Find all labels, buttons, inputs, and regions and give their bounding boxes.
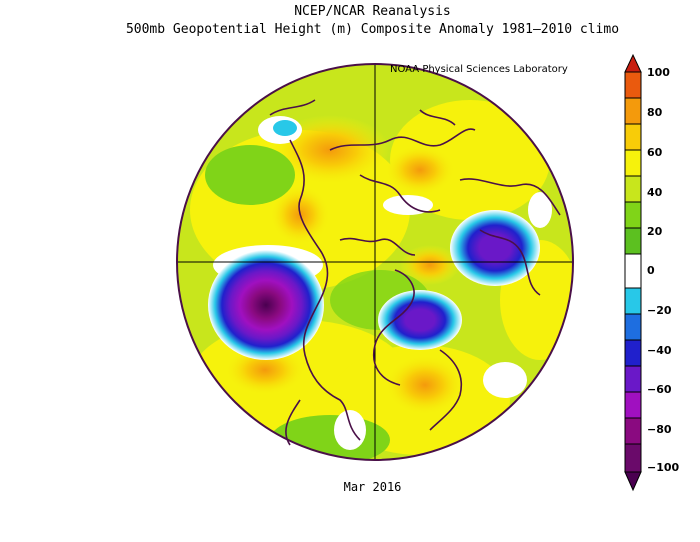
colorbar-label: 80	[647, 106, 663, 119]
colorbar-label: 20	[647, 225, 663, 238]
graticule	[177, 64, 573, 460]
colorbar-label: 60	[647, 146, 663, 159]
period-label: Mar 2016	[343, 480, 402, 494]
colorbar-label: −40	[647, 344, 672, 357]
coastlines	[269, 99, 561, 446]
chart-title: NCEP/NCAR Reanalysis	[294, 4, 451, 19]
colorbar-label: 40	[647, 186, 663, 199]
colorbar-label: 100	[647, 66, 670, 79]
credit-label: NOAA Physical Sciences Laboratory	[390, 64, 568, 75]
chart-subtitle: 500mb Geopotential Height (m) Composite …	[125, 22, 620, 37]
colorbar-label: −100	[647, 461, 680, 474]
map-boundary	[176, 63, 574, 461]
colorbar-label: −80	[647, 423, 672, 436]
colorbar-label: −60	[647, 383, 672, 396]
colorbar-label: 0	[647, 264, 655, 277]
colorbar-label: −20	[647, 304, 672, 317]
colorbar	[624, 53, 642, 492]
